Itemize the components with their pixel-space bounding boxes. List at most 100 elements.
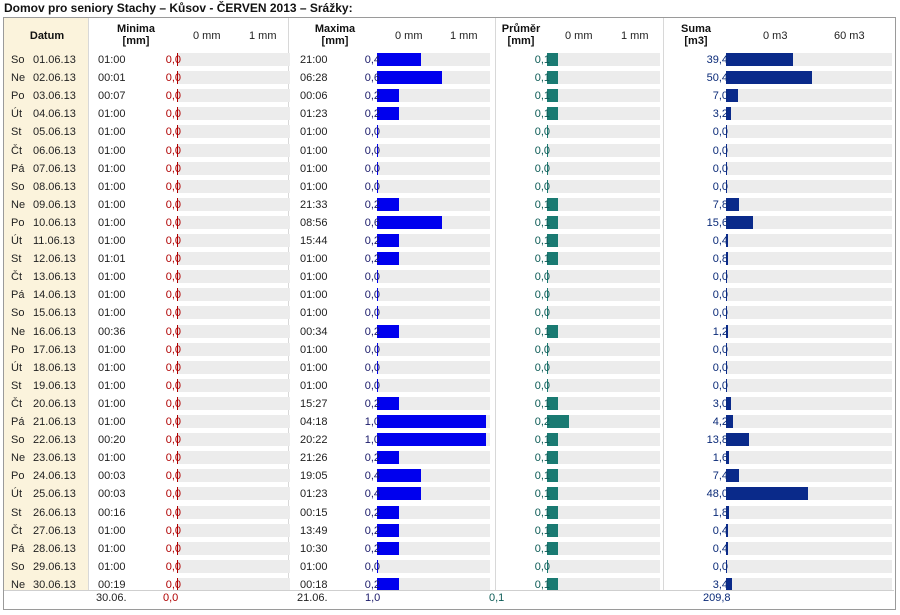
- row-date: 16.06.13: [33, 325, 76, 338]
- row-avg-value: 0,1: [534, 108, 550, 121]
- row-max-value: 0,0: [364, 560, 380, 573]
- footer-max-value: 1,0: [365, 592, 381, 604]
- row-day: Po: [11, 470, 25, 483]
- row-min-time: 01:00: [98, 108, 126, 121]
- avg-bar: [547, 487, 558, 501]
- row-max-time: 10:30: [300, 542, 328, 555]
- bar-track: [726, 324, 892, 338]
- zero-marker: [177, 577, 178, 591]
- zero-marker: [177, 523, 178, 537]
- row-max-value: 0,4: [364, 488, 380, 501]
- zero-marker: [547, 360, 548, 374]
- zero-marker: [726, 342, 727, 356]
- row-max-time: 04:18: [300, 416, 328, 428]
- footer-divider: [4, 590, 894, 591]
- row-date: 02.06.13: [33, 72, 76, 85]
- bar-track: [177, 360, 290, 374]
- zero-marker: [377, 378, 378, 392]
- scale-min-low: 0 mm: [193, 30, 221, 42]
- row-avg-value: 0,1: [534, 397, 550, 410]
- row-min-value: 0,0: [165, 144, 181, 157]
- row-sum-value: 50,4: [706, 72, 728, 85]
- row-min-time: 01:00: [98, 216, 126, 229]
- zero-marker: [177, 270, 178, 284]
- row-sum-value: 13,8: [706, 434, 728, 447]
- bar-track: [547, 125, 660, 139]
- row-avg-value: 0,1: [534, 524, 550, 537]
- table-row: Ne 23.06.13 01:00 0,0 21:26 0,2 0,1 1,6: [4, 449, 894, 467]
- zero-marker: [177, 53, 178, 66]
- zero-marker: [547, 179, 548, 193]
- row-min-value: 0,0: [165, 524, 181, 537]
- max-bar: [377, 433, 486, 447]
- row-max-time: 01:00: [300, 307, 328, 320]
- sum-bar: [726, 505, 730, 519]
- row-min-value: 0,0: [165, 253, 181, 266]
- bar-track: [547, 505, 660, 519]
- row-sum-value: 7,0: [712, 90, 728, 103]
- bar-track: [377, 197, 490, 211]
- row-avg-value: 0,1: [534, 542, 550, 555]
- sum-bar: [726, 469, 739, 483]
- max-bar: [377, 252, 399, 266]
- row-min-time: 00:16: [98, 506, 126, 519]
- row-max-value: 0,2: [364, 506, 380, 519]
- table-row: Ne 09.06.13 01:00 0,0 21:33 0,2 0,1 7,8: [4, 196, 894, 214]
- row-avg-value: 0,1: [534, 506, 550, 519]
- row-min-value: 0,0: [165, 506, 181, 519]
- row-avg-value: 0,1: [534, 488, 550, 501]
- row-sum-value: 48,0: [706, 488, 728, 501]
- bar-track: [547, 306, 660, 320]
- row-sum-value: 0,0: [712, 307, 728, 320]
- bar-track: [726, 523, 892, 537]
- footer-min-value: 0,0: [163, 592, 179, 604]
- bar-track: [377, 143, 490, 157]
- row-min-value: 0,0: [165, 54, 181, 66]
- row-sum-value: 0,0: [712, 162, 728, 175]
- row-date: 29.06.13: [33, 560, 76, 573]
- zero-marker: [177, 451, 178, 465]
- bar-track: [726, 396, 892, 410]
- row-avg-value: 0,0: [534, 307, 550, 320]
- bar-track: [726, 252, 892, 266]
- zero-marker: [177, 252, 178, 266]
- bar-track: [177, 523, 290, 537]
- bar-track: [547, 89, 660, 103]
- max-bar: [377, 107, 399, 121]
- zero-marker: [547, 306, 548, 320]
- avg-bar: [547, 505, 558, 519]
- row-max-value: 0,0: [364, 271, 380, 284]
- table-row: Po 24.06.13 00:03 0,0 19:05 0,4 0,1 7,4: [4, 467, 894, 485]
- bar-track: [726, 71, 892, 85]
- row-max-value: 0,2: [364, 90, 380, 103]
- row-max-time: 00:06: [300, 90, 328, 103]
- row-min-time: 01:00: [98, 307, 126, 320]
- zero-marker: [177, 179, 178, 193]
- bar-track: [547, 179, 660, 193]
- row-date: 22.06.13: [33, 434, 76, 447]
- row-date: 09.06.13: [33, 198, 76, 211]
- avg-bar: [547, 53, 558, 66]
- zero-marker: [177, 487, 178, 501]
- row-avg-value: 0,0: [534, 126, 550, 139]
- row-date: 11.06.13: [33, 235, 76, 247]
- row-max-value: 0,2: [364, 524, 380, 537]
- row-max-time: 01:00: [300, 289, 328, 302]
- row-max-value: 0,0: [364, 307, 380, 320]
- footer-avg-value: 0,1: [489, 592, 505, 604]
- row-min-time: 01:00: [98, 126, 126, 139]
- bar-track: [547, 161, 660, 175]
- row-max-value: 0,4: [364, 470, 380, 483]
- bar-track: [726, 378, 892, 392]
- bar-track: [726, 433, 892, 447]
- zero-marker: [726, 559, 727, 573]
- row-avg-value: 0,1: [534, 578, 550, 591]
- zero-marker: [177, 161, 178, 175]
- bar-track: [377, 523, 490, 537]
- row-min-time: 01:00: [98, 361, 126, 374]
- bar-track: [177, 197, 290, 211]
- row-day: Pá: [11, 542, 25, 555]
- bar-track: [547, 270, 660, 284]
- bar-track: [177, 342, 290, 356]
- row-max-time: 08:56: [300, 216, 328, 229]
